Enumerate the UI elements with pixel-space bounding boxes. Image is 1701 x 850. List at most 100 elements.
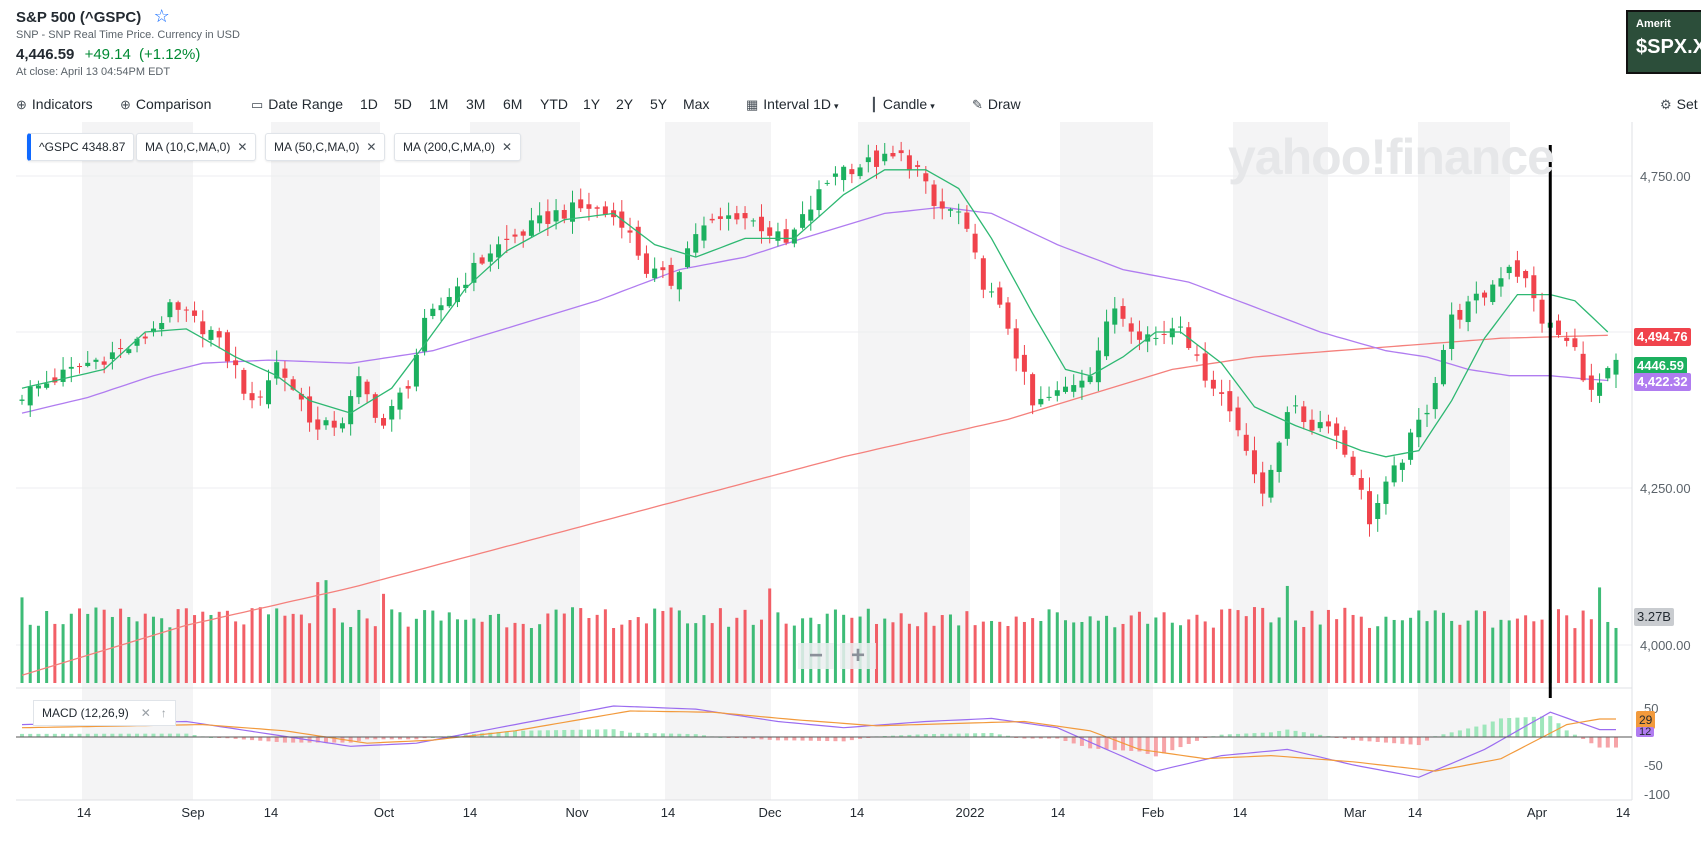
draw-button[interactable]: ✎ Draw: [972, 96, 1021, 113]
candle-body: [1178, 326, 1184, 328]
range-ytd[interactable]: YTD: [540, 96, 568, 112]
range-6m[interactable]: 6M: [503, 96, 523, 112]
settings-button[interactable]: ⚙ Set: [1660, 96, 1698, 113]
interval-dropdown[interactable]: ▦ Interval 1D ▾: [746, 96, 839, 113]
candle-body: [1219, 392, 1225, 394]
macd-histogram-bar: [1351, 737, 1356, 741]
candle-body: [126, 349, 132, 354]
volume-bar: [940, 615, 944, 683]
chevron-down-icon: ▾: [930, 101, 935, 111]
volume-bar: [242, 624, 246, 683]
volume-bar: [1318, 624, 1322, 683]
close-icon[interactable]: ✕: [502, 140, 513, 154]
volume-bar: [1532, 621, 1536, 683]
volume-bar: [1187, 619, 1191, 683]
candle-body: [537, 215, 543, 224]
candle-body: [561, 210, 567, 219]
date-range-button[interactable]: ▭ Date Range: [251, 96, 343, 113]
star-icon[interactable]: ☆: [153, 6, 170, 26]
x-tick-label: 14: [661, 805, 675, 820]
volume-bar: [981, 621, 985, 683]
chart-type-dropdown[interactable]: ┃ Candle ▾: [870, 96, 935, 113]
candle-body: [972, 233, 978, 253]
close-icon[interactable]: ✕: [140, 706, 151, 720]
volume-bar: [135, 621, 139, 683]
close-icon[interactable]: ✕: [366, 140, 377, 154]
close-icon[interactable]: ✕: [237, 140, 248, 154]
zoom-in-button[interactable]: +: [840, 643, 876, 669]
range-5d[interactable]: 5D: [394, 96, 412, 112]
macd-histogram-bar: [1063, 737, 1068, 742]
candle-body: [1071, 385, 1077, 392]
legend-ma50[interactable]: MA (50,C,MA,0) ✕: [265, 133, 386, 161]
macd-histogram-bar: [1392, 737, 1397, 744]
candle-body: [1038, 398, 1044, 405]
macd-histogram-bar: [266, 737, 271, 742]
indicators-button[interactable]: ⊕ Indicators: [16, 96, 93, 113]
macd-histogram-bar: [849, 737, 854, 741]
range-1d[interactable]: 1D: [360, 96, 378, 112]
volume-bar: [1499, 619, 1503, 683]
volume-bar: [1277, 617, 1281, 683]
candle-body: [1342, 430, 1348, 455]
candle-body: [134, 338, 140, 346]
calendar-icon: ▭: [251, 97, 264, 112]
macd-histogram-bar: [1556, 723, 1561, 737]
range-1m[interactable]: 1M: [429, 96, 449, 112]
candle-body: [882, 153, 888, 162]
legend-ma200[interactable]: MA (200,C,MA,0) ✕: [394, 133, 522, 161]
ad-brand: Amerit: [1636, 18, 1671, 30]
macd-histogram-bar: [1194, 737, 1199, 741]
volume-bar: [1507, 620, 1511, 683]
candle-body: [1457, 309, 1463, 320]
legend-ticker[interactable]: ^GSPC 4348.87: [27, 133, 135, 161]
legend-ma10[interactable]: MA (10,C,MA,0) ✕: [136, 133, 257, 161]
macd-histogram-bar: [356, 737, 361, 741]
volume-bar: [61, 624, 65, 683]
price-change: +49.14: [84, 46, 131, 63]
volume-bar: [776, 612, 780, 683]
candle-body: [1227, 391, 1233, 412]
zoom-out-button[interactable]: −: [798, 643, 834, 669]
ad-banner[interactable]: Amerit $SPX.X: [1626, 10, 1701, 74]
macd-histogram-bar: [562, 730, 567, 737]
volume-bar: [677, 610, 681, 683]
volume-bar: [151, 616, 155, 683]
macd-histogram-bar: [480, 733, 485, 737]
volume-bar: [1565, 615, 1569, 683]
range-3m[interactable]: 3M: [466, 96, 486, 112]
volume-bar: [1055, 612, 1059, 683]
volume-bar: [513, 622, 517, 683]
candle-body: [545, 211, 551, 224]
macd-histogram-bar: [381, 737, 386, 740]
macd-histogram-bar: [85, 733, 90, 737]
comparison-button[interactable]: ⊕ Comparison: [120, 96, 211, 113]
macd-histogram-bar: [52, 733, 57, 737]
range-5y[interactable]: 5Y: [650, 96, 668, 112]
macd-legend[interactable]: MACD (12,26,9) ✕ ↑: [33, 700, 176, 726]
macd-histogram-bar: [825, 737, 830, 742]
volume-bar: [1351, 614, 1355, 683]
candle-body: [1260, 472, 1266, 494]
chart-toolbar: ⊕ Indicators ⊕ Comparison ▭ Date Range 1D 5…: [0, 94, 1701, 118]
month-band: [82, 122, 193, 800]
month-band: [271, 122, 380, 800]
macd-histogram-bar: [669, 733, 674, 737]
range-1y[interactable]: 1Y: [583, 96, 601, 112]
macd-histogram-bar: [1268, 732, 1273, 737]
arrow-up-icon[interactable]: ↑: [160, 706, 167, 720]
candle-body: [19, 399, 25, 401]
volume-bar: [1466, 620, 1470, 683]
volume-bar: [1014, 616, 1018, 683]
macd-histogram-bar: [291, 737, 296, 743]
ad-ticker: $SPX.X: [1636, 36, 1701, 58]
candle-body: [1104, 321, 1110, 357]
range-2y[interactable]: 2Y: [616, 96, 634, 112]
month-bands: [82, 122, 1510, 800]
macd-panel: [20, 705, 1618, 778]
range-max[interactable]: Max: [683, 96, 710, 112]
volume-bar: [1326, 609, 1330, 683]
volume-bar: [727, 626, 731, 683]
volume-bar: [1491, 627, 1495, 683]
